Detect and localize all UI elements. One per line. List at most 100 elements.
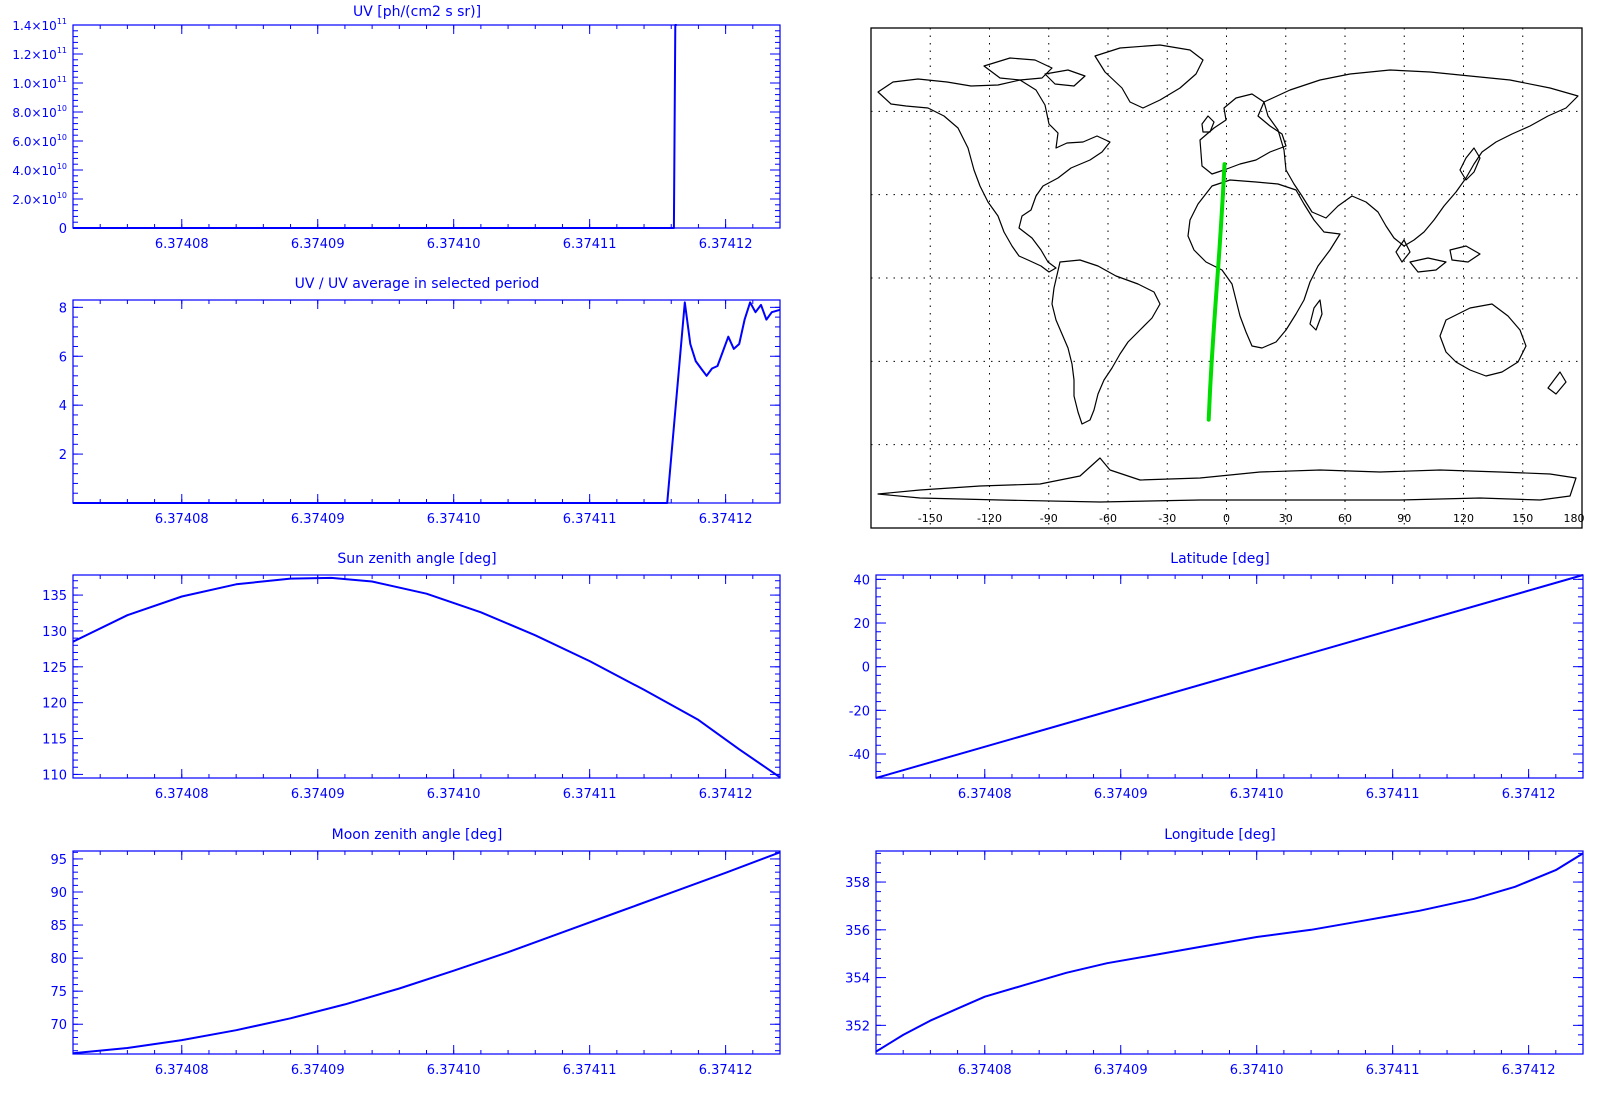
moon-x-tick-label: 6.37408 bbox=[155, 1063, 209, 1078]
moon-x-tick-label: 6.37411 bbox=[563, 1063, 617, 1078]
lon-x-tick-label: 6.37412 bbox=[1502, 1063, 1556, 1078]
moon-x-tick-label: 6.37409 bbox=[291, 1063, 345, 1078]
lat-x-tick-label: 6.37409 bbox=[1094, 787, 1148, 802]
lat-y-tick-label: -40 bbox=[849, 748, 870, 763]
sun-y-tick-label: 135 bbox=[42, 589, 67, 604]
sun-axes-frame bbox=[72, 574, 781, 779]
sun-zenith-panel: Sun zenith angle [deg] 6.37408 6.37409 6.3… bbox=[42, 551, 781, 802]
uv_ratio-y-tick-label: 4 bbox=[59, 399, 67, 414]
map-lon-label: 150 bbox=[1512, 512, 1533, 525]
sun-y-tick-label: 110 bbox=[42, 768, 67, 783]
moon-zenith-panel: Moon zenith angle [deg] 6.37408 6.37409 6.… bbox=[50, 827, 781, 1078]
world-map-panel: -150 -120 -90 -60 -30 0 30 60 90 120 150 180 bbox=[870, 27, 1585, 529]
uv_ratio-x-tick-label: 6.37411 bbox=[563, 512, 617, 527]
latitude-panel: Latitude [deg] 6.37408 6.37409 6.37410 6.37… bbox=[849, 551, 1584, 802]
sun-y-tick-label: 120 bbox=[42, 697, 67, 712]
lon-x-tick-label: 6.37409 bbox=[1094, 1063, 1148, 1078]
antarctica bbox=[877, 457, 1577, 503]
uv_ratio-y-tick-label: 2 bbox=[59, 448, 67, 463]
moon-series-line bbox=[72, 851, 781, 1055]
uv-y-tick-label: 8.0×1010 bbox=[12, 104, 67, 120]
moon-y-tick-label: 95 bbox=[50, 853, 67, 868]
uv_ratio-x-tick-label: 6.37412 bbox=[699, 512, 753, 527]
europe bbox=[1199, 93, 1287, 175]
africa bbox=[1187, 179, 1341, 349]
uv-y-tick-label: 1.0×1011 bbox=[12, 75, 67, 91]
uv-y-tick-label: 4.0×1010 bbox=[12, 162, 67, 178]
map-lon-label: 30 bbox=[1279, 512, 1293, 525]
british-isles bbox=[1201, 115, 1215, 133]
lat-x-tick-label: 6.37412 bbox=[1502, 787, 1556, 802]
uv-x-tick-label: 6.37411 bbox=[563, 237, 617, 252]
uv-x-tick-label: 6.37409 bbox=[291, 237, 345, 252]
lon-series-line bbox=[875, 852, 1584, 1053]
greenland bbox=[1094, 44, 1204, 109]
map-lon-label: -60 bbox=[1099, 512, 1117, 525]
longitude-title: Longitude [deg] bbox=[1164, 827, 1275, 843]
moon-axes-frame bbox=[72, 850, 781, 1055]
uv-y-tick-label: 2.0×1010 bbox=[12, 191, 67, 207]
lon-x-tick-label: 6.37410 bbox=[1230, 1063, 1284, 1078]
sun-x-tick-label: 6.37408 bbox=[155, 787, 209, 802]
lat-y-tick-label: -20 bbox=[849, 704, 870, 719]
sun-y-tick-label: 130 bbox=[42, 625, 67, 640]
latitude-title: Latitude [deg] bbox=[1170, 551, 1269, 567]
sun-series-line bbox=[72, 576, 781, 779]
uv-x-tick-label: 6.37410 bbox=[427, 237, 481, 252]
lat-y-tick-label: 0 bbox=[862, 661, 870, 676]
australia bbox=[1439, 303, 1527, 377]
map-longitude-tick-labels: -150 -120 -90 -60 -30 0 30 60 90 120 150 180 bbox=[918, 512, 1585, 525]
uv-ratio-title: UV / UV average in selected period bbox=[295, 276, 540, 292]
lon-y-tick-label: 358 bbox=[845, 876, 870, 891]
new-zealand bbox=[1547, 371, 1567, 395]
moon-y-tick-label: 85 bbox=[50, 919, 67, 934]
lat-x-tick-label: 6.37408 bbox=[958, 787, 1012, 802]
uv_ratio-y-tick-label: 6 bbox=[59, 350, 67, 365]
moon-y-tick-label: 70 bbox=[50, 1018, 67, 1033]
lat-x-tick-label: 6.37410 bbox=[1230, 787, 1284, 802]
map-lon-label: 180 bbox=[1564, 512, 1585, 525]
southeast-asia-islands bbox=[1395, 239, 1481, 273]
lon-y-tick-label: 356 bbox=[845, 924, 870, 939]
sun-x-tick-label: 6.37411 bbox=[563, 787, 617, 802]
sun-x-tick-label: 6.37409 bbox=[291, 787, 345, 802]
madagascar bbox=[1309, 299, 1323, 331]
asia bbox=[1263, 69, 1579, 247]
lon-axes-frame bbox=[875, 850, 1584, 1055]
uv-x-tick-label: 6.37412 bbox=[699, 237, 753, 252]
japan bbox=[1459, 147, 1481, 181]
uv-y-tick-label: 0 bbox=[59, 222, 67, 237]
uv-ratio-panel: UV / UV average in selected period 6.374… bbox=[59, 276, 781, 527]
longitude-panel: Longitude [deg] 6.37408 6.37409 6.37410 6.3… bbox=[845, 827, 1584, 1078]
lat-x-tick-label: 6.37411 bbox=[1366, 787, 1420, 802]
uv_ratio-series-line bbox=[73, 301, 781, 504]
uv-y-tick-label: 1.2×1011 bbox=[12, 46, 67, 62]
uv_ratio-y-tick-label: 8 bbox=[59, 301, 67, 316]
north-america bbox=[877, 78, 1111, 273]
uv_ratio-x-tick-label: 6.37409 bbox=[291, 512, 345, 527]
map-lon-label: 60 bbox=[1338, 512, 1352, 525]
map-lon-label: 90 bbox=[1397, 512, 1411, 525]
uv-y-tick-label: 6.0×1010 bbox=[12, 133, 67, 149]
map-lon-label: -150 bbox=[918, 512, 943, 525]
map-graticule bbox=[871, 28, 1582, 528]
map-lon-label: 120 bbox=[1453, 512, 1474, 525]
uv-title: UV [ph/(cm2 s sr)] bbox=[353, 4, 481, 20]
map-lon-label: -90 bbox=[1040, 512, 1058, 525]
map-lon-label: -120 bbox=[977, 512, 1002, 525]
sun-x-tick-label: 6.37410 bbox=[427, 787, 481, 802]
uv_ratio-axes-frame bbox=[72, 299, 781, 504]
sun-zenith-title: Sun zenith angle [deg] bbox=[337, 551, 496, 567]
uv-y-tick-label: 1.4×1011 bbox=[12, 17, 67, 33]
lat-y-tick-label: 20 bbox=[853, 617, 870, 632]
sun-y-tick-label: 115 bbox=[42, 733, 67, 748]
lon-x-tick-label: 6.37408 bbox=[958, 1063, 1012, 1078]
lon-y-tick-label: 354 bbox=[845, 972, 870, 987]
sun-y-tick-label: 125 bbox=[42, 661, 67, 676]
uv-series-line bbox=[73, 24, 677, 229]
south-america bbox=[1051, 259, 1161, 425]
map-lon-label: 0 bbox=[1223, 512, 1230, 525]
moon-x-tick-label: 6.37412 bbox=[699, 1063, 753, 1078]
uv-x-tick-label: 6.37408 bbox=[155, 237, 209, 252]
uv-panel: UV [ph/(cm2 s sr)] 6.37408 6.37409 6.37410… bbox=[12, 4, 781, 252]
